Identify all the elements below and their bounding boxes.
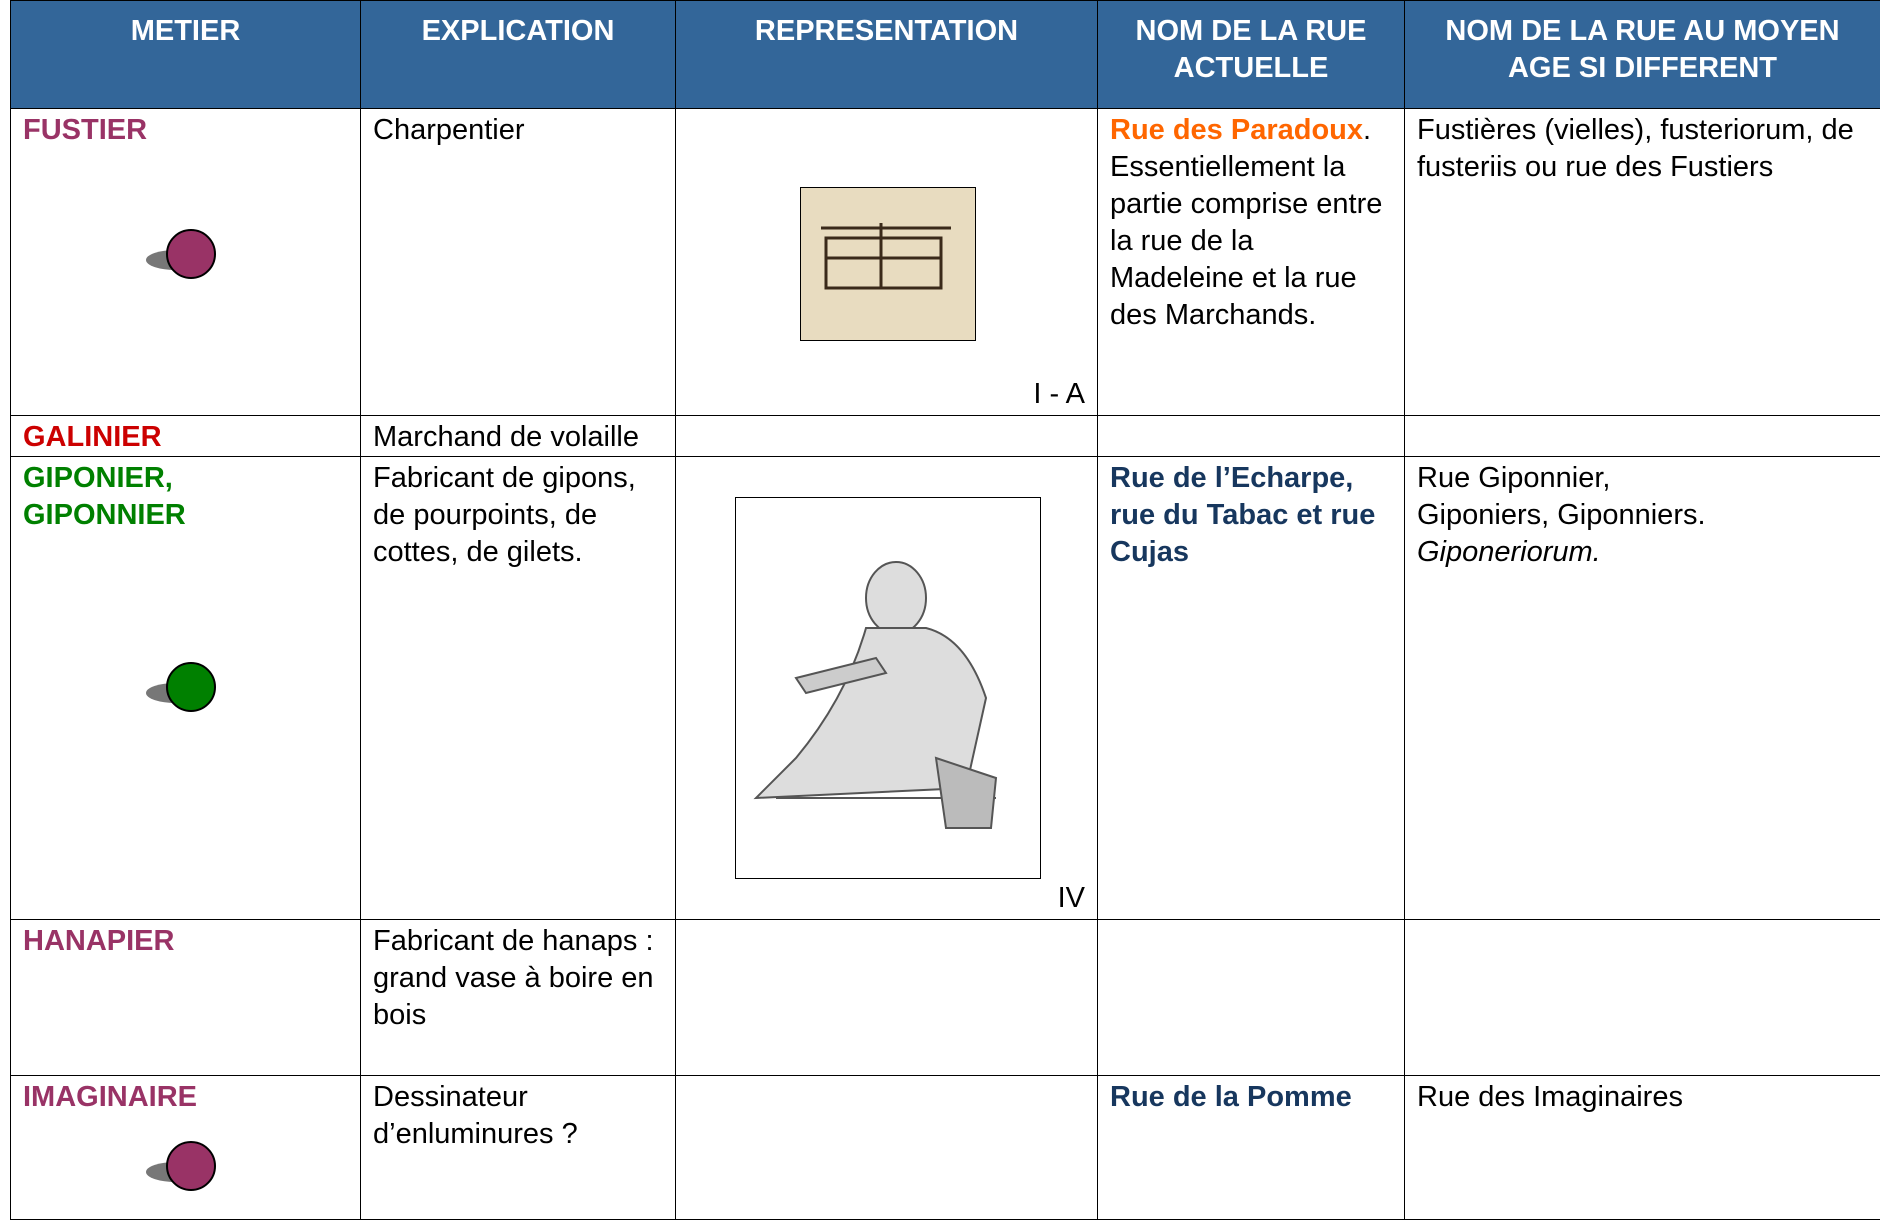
cell: Rue Giponnier, Giponiers, Giponniers.Gip…	[1405, 457, 1880, 571]
map-dot	[136, 1136, 236, 1196]
old-street-latin: Giponeriorum.	[1417, 536, 1601, 568]
metier: IMAGINAIRE	[23, 1081, 197, 1113]
caption: IV	[1058, 880, 1085, 917]
illustration	[800, 187, 976, 341]
street-name: Rue de la Pomme	[1110, 1081, 1352, 1113]
explication: Fabricant de hanaps : grand vase à boire…	[373, 925, 654, 1031]
old-street: Rue des Imaginaires	[1417, 1081, 1683, 1113]
caption: I - A	[1033, 376, 1085, 413]
cell: Charpentier	[361, 109, 675, 149]
header-cell: NOM DE LA RUE AU MOYEN AGE SI DIFFERENT	[1405, 1, 1880, 109]
trades-table: METIER EXPLICATION REPRESENTATION NOM DE…	[10, 0, 1880, 1220]
cell: Rue de la Pomme	[1098, 1076, 1404, 1116]
cell: IMAGINAIRE	[11, 1076, 360, 1219]
table-row: IMAGINAIRE Dessinateur d’enluminures ? R…	[11, 1076, 1880, 1220]
explication: Charpentier	[373, 114, 525, 146]
street-note: . Essentiellement la partie comprise ent…	[1110, 114, 1382, 331]
cell: Fustières (vielles), fusteriorum, de fus…	[1405, 109, 1880, 186]
cell: Fabricant de gipons, de pourpoints, de c…	[361, 457, 675, 571]
table-row: FUSTIER Charpentier I - A Rue des Parado…	[11, 109, 1880, 416]
header-cell: METIER	[11, 1, 361, 109]
cell: Marchand de volaille	[361, 416, 675, 456]
cell: Fabricant de hanaps : grand vase à boire…	[361, 920, 675, 1034]
street-name: Rue des Paradoux	[1110, 114, 1363, 146]
table-row: HANAPIER Fabricant de hanaps : grand vas…	[11, 920, 1880, 1076]
cell: I - A	[676, 109, 1097, 415]
header-cell: NOM DE LA RUE ACTUELLE	[1098, 1, 1405, 109]
explication: Marchand de volaille	[373, 421, 639, 453]
cell: FUSTIER	[11, 109, 360, 415]
header-cell: REPRESENTATION	[676, 1, 1098, 109]
cell: Rue des Imaginaires	[1405, 1076, 1880, 1116]
metier: HANAPIER	[23, 925, 174, 957]
metier: GIPONIER, GIPONNIER	[23, 460, 223, 534]
cell: HANAPIER	[11, 920, 360, 960]
header-cell: EXPLICATION	[361, 1, 676, 109]
cell: GIPONIER, GIPONNIER	[11, 457, 360, 919]
explication: Fabricant de gipons, de pourpoints, de c…	[373, 462, 636, 568]
metier: FUSTIER	[23, 114, 147, 146]
cell: IV	[676, 457, 1097, 919]
illustration	[735, 497, 1041, 879]
old-street: Rue Giponnier, Giponiers, Giponniers.	[1417, 460, 1747, 534]
map-dot	[136, 224, 236, 284]
metier: GALINIER	[23, 421, 162, 453]
cell: Rue des Paradoux. Essentiellement la par…	[1098, 109, 1404, 334]
explication: Dessinateur d’enluminures ?	[373, 1081, 578, 1150]
cell: GALINIER	[11, 416, 360, 456]
table-row: GALINIER Marchand de volaille	[11, 416, 1880, 457]
header-row: METIER EXPLICATION REPRESENTATION NOM DE…	[11, 1, 1880, 109]
table-row: GIPONIER, GIPONNIER Fabricant de gipons,…	[11, 457, 1880, 920]
old-street: Fustières (vielles), fusteriorum, de fus…	[1417, 114, 1854, 183]
map-dot	[136, 657, 236, 717]
street-name: Rue de l’Echarpe, rue du Tabac et rue Cu…	[1110, 462, 1375, 568]
cell: Dessinateur d’enluminures ?	[361, 1076, 675, 1153]
cell: Rue de l’Echarpe, rue du Tabac et rue Cu…	[1098, 457, 1404, 571]
